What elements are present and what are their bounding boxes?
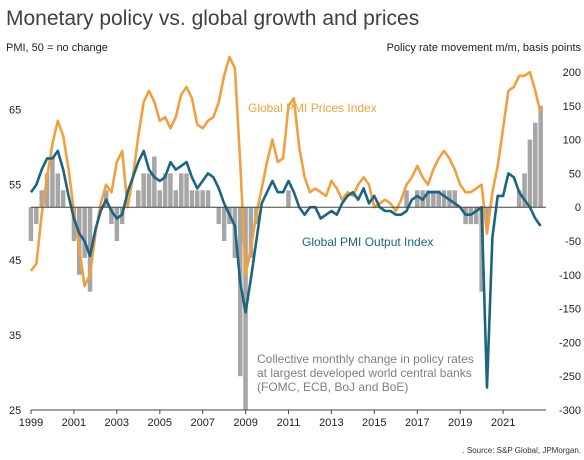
- chart-annotation: Global PMI Prices Index: [248, 101, 377, 115]
- policy-rate-bar: [162, 173, 168, 208]
- policy-rate-bar: [527, 139, 533, 208]
- policy-rate-bar: [109, 207, 114, 225]
- left-tick-label: 65: [9, 105, 21, 117]
- source-note: . Source: S&P Global, JPMorgan.: [462, 446, 581, 455]
- x-tick-label: 2011: [277, 417, 301, 429]
- global-pmi-prices-index-line: [29, 55, 542, 288]
- axes: 25 35 45 55 65 -300 -250 -200 -150 -100 -50 0 50 100 1…: [9, 67, 581, 429]
- policy-rate-bar: [484, 207, 490, 225]
- policy-rate-bar: [44, 173, 50, 208]
- policy-rate-bar: [157, 190, 162, 208]
- right-tick-label: 200: [563, 67, 581, 79]
- right-tick-label: -50: [565, 236, 581, 248]
- policy-rate-bar: [286, 190, 291, 208]
- right-tick-label: -100: [559, 270, 581, 282]
- policy-rate-bar: [216, 207, 221, 225]
- policy-rate-bar: [441, 190, 447, 208]
- policy-rate-bar: [205, 190, 211, 208]
- left-tick-label: 55: [9, 180, 21, 192]
- right-tick-label: 100: [563, 135, 581, 147]
- policy-rate-bar: [431, 190, 436, 208]
- policy-rate-bar: [221, 207, 227, 241]
- policy-rate-bar: [28, 207, 34, 241]
- policy-rate-bar: [60, 190, 66, 208]
- right-axis-label: Policy rate movement m/m, basis points: [387, 42, 582, 54]
- policy-rate-bar: [415, 190, 420, 208]
- right-tick-label: -250: [559, 371, 581, 383]
- policy-rate-bar: [173, 190, 179, 208]
- policy-rate-bar: [200, 190, 205, 208]
- x-tick-label: 2019: [448, 417, 472, 429]
- policy-rate-bar: [516, 190, 522, 208]
- policy-rate-bar: [141, 173, 146, 208]
- chart-title: Monetary policy vs. global growth and pr…: [6, 7, 419, 30]
- right-tick-label: -300: [559, 405, 581, 417]
- right-tick-label: 50: [569, 168, 581, 180]
- policy-rate-bar: [152, 156, 157, 208]
- x-tick-label: 2003: [105, 417, 129, 429]
- policy-rate-bar: [34, 207, 39, 225]
- policy-rate-bar: [146, 173, 152, 208]
- chart-annotation: Collective monthly change in policy rate…: [257, 352, 474, 366]
- policy-rate-bar: [425, 190, 431, 208]
- x-tick-label: 2013: [319, 417, 343, 429]
- annotations: Global PMI Prices Index Global PMI Output…: [248, 101, 474, 394]
- policy-rate-bar: [538, 105, 543, 208]
- policy-rate-bar: [436, 190, 441, 208]
- x-tick-label: 2017: [405, 417, 429, 429]
- policy-rate-bar: [248, 207, 254, 258]
- policy-rate-bar: [522, 173, 527, 208]
- x-tick-label: 1999: [19, 417, 43, 429]
- policy-rate-bar: [474, 207, 479, 225]
- policy-rate-bar: [168, 173, 173, 208]
- left-axis-label: PMI, 50 = no change: [6, 42, 108, 54]
- x-tick-label: 2001: [62, 417, 86, 429]
- chart-annotation: Global PMI Output Index: [302, 235, 433, 249]
- policy-rate-bar: [533, 122, 538, 208]
- right-tick-label: -150: [559, 304, 581, 316]
- policy-rate-bar: [114, 207, 120, 241]
- left-tick-label: 25: [9, 405, 21, 417]
- policy-rate-bar: [238, 207, 243, 377]
- policy-rate-bar: [82, 207, 87, 258]
- policy-rate-bar: [404, 190, 409, 208]
- policy-rate-bar: [195, 190, 200, 208]
- pmi-lines: [29, 55, 542, 389]
- x-tick-label: 2005: [148, 417, 172, 429]
- policy-rate-bar: [39, 190, 44, 208]
- policy-rate-bar: [452, 190, 457, 208]
- policy-rate-bar: [184, 173, 189, 208]
- chart-annotation: (FOMC, ECB, BoJ and BoE): [257, 380, 408, 394]
- chart-annotation: at largest developed world central banks: [257, 366, 472, 380]
- policy-rate-bar: [189, 190, 195, 208]
- policy-rate-bar: [71, 207, 77, 241]
- left-tick-label: 45: [9, 255, 21, 267]
- policy-rate-bar: [179, 173, 184, 208]
- right-tick-label: 0: [575, 202, 581, 214]
- right-tick-label: 150: [563, 101, 581, 113]
- x-tick-label: 2009: [233, 417, 257, 429]
- policy-rate-bar: [55, 173, 61, 208]
- x-tick-label: 2015: [362, 417, 386, 429]
- x-tick-label: 2007: [190, 417, 214, 429]
- global-pmi-output-index-line: [29, 149, 542, 389]
- policy-rate-bar: [136, 190, 141, 208]
- x-tick-label: 2021: [491, 417, 515, 429]
- policy-rate-bar: [50, 156, 55, 208]
- left-tick-label: 35: [9, 330, 21, 342]
- right-tick-label: -200: [559, 337, 581, 349]
